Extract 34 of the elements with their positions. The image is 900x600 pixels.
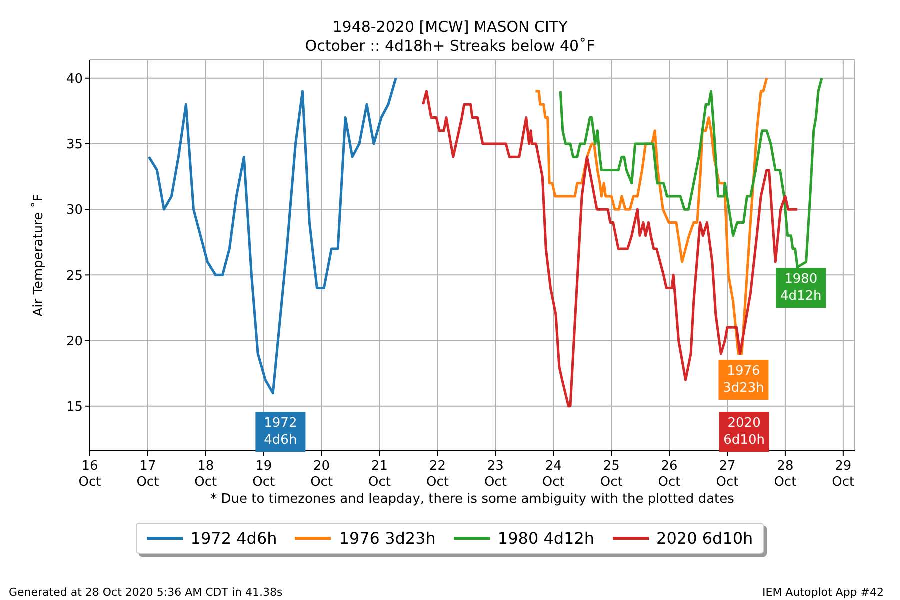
x-tick-label: 26 Oct bbox=[658, 459, 681, 490]
x-tick-label: 22 Oct bbox=[426, 459, 449, 490]
y-axis-title: Air Temperature ˚F bbox=[30, 194, 47, 317]
annotation: 1972 4d6h bbox=[264, 416, 298, 448]
text: * Due to timezones and leapday, there is some ambiguity with the plotted dates bbox=[210, 492, 736, 507]
chart-subtitle: October :: 4d18h+ Streaks below 40˚F bbox=[304, 37, 596, 56]
x-tick-label: 16 Oct bbox=[78, 459, 102, 490]
y-tick-label: 20 bbox=[66, 334, 83, 350]
x-tick-label: 18 Oct bbox=[194, 459, 218, 490]
y-tick-label: 40 bbox=[66, 72, 83, 87]
x-tick-label: 25 Oct bbox=[600, 459, 623, 490]
text: Generated at 28 Oct 2020 5:36 AM CDT in 41.38s bbox=[9, 586, 283, 599]
x-tick-label: 20 Oct bbox=[310, 459, 334, 490]
x-tick-label: 24 Oct bbox=[542, 459, 565, 490]
x-tick-label: 28 Oct bbox=[774, 459, 797, 490]
legend-label: 1972 4d6h bbox=[190, 529, 278, 548]
legend-label: 1980 4d12h bbox=[498, 529, 595, 548]
text: IEM Autoplot App #42 bbox=[762, 586, 884, 599]
x-tick-label: 23 Oct bbox=[484, 459, 507, 490]
x-tick-label: 29 Oct bbox=[832, 459, 855, 490]
x-tick-label: 21 Oct bbox=[368, 459, 392, 490]
y-tick-label: 15 bbox=[66, 400, 83, 416]
x-tick-label: 19 Oct bbox=[252, 459, 276, 490]
legend-label: 2020 6d10h bbox=[656, 529, 754, 548]
chart-title: 1948-2020 [MCW] MASON CITY bbox=[332, 18, 569, 37]
legend-label: 1976 3d23h bbox=[339, 529, 436, 548]
x-tick-label: 17 Oct bbox=[136, 459, 160, 490]
y-tick-label: 30 bbox=[66, 203, 83, 218]
annotation: 2020 6d10h bbox=[724, 416, 765, 448]
y-tick-label: 25 bbox=[66, 268, 83, 284]
x-tick-label: 27 Oct bbox=[716, 459, 739, 490]
annotation: 1980 4d12h bbox=[780, 272, 822, 304]
annotation: 1976 3d23h bbox=[723, 364, 764, 396]
y-tick-label: 35 bbox=[66, 138, 83, 153]
